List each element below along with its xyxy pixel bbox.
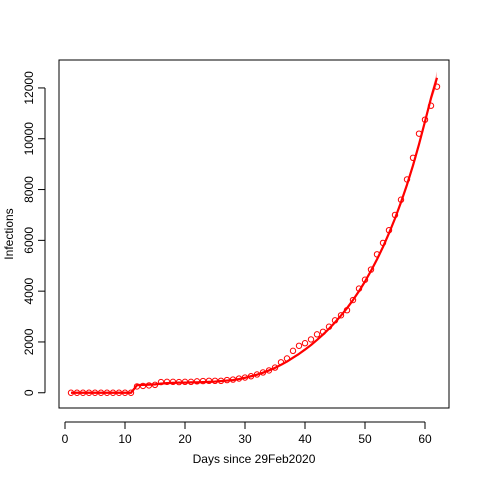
x-tick-label: 60: [418, 432, 432, 446]
x-axis-label: Days since 29Feb2020: [193, 452, 316, 466]
data-point: [103, 389, 111, 396]
data-point: [205, 377, 213, 385]
data-point: [307, 336, 315, 343]
data-point: [79, 389, 87, 396]
y-axis-label: Infections: [2, 208, 16, 259]
data-point: [229, 376, 237, 383]
data-point: [295, 342, 303, 349]
y-tick-label: 2000: [22, 328, 36, 355]
data-point: [91, 389, 99, 396]
x-tick-label: 20: [178, 432, 192, 446]
band-area: [71, 71, 437, 393]
data-point: [415, 130, 423, 137]
data-point: [313, 331, 321, 338]
data-point: [409, 154, 417, 162]
data-point: [343, 307, 351, 314]
x-tick-label: 50: [358, 432, 372, 446]
data-point: [331, 317, 339, 324]
fit-line: [71, 77, 439, 394]
data-point: [193, 378, 201, 385]
data-point: [373, 251, 381, 258]
data-point: [235, 375, 243, 382]
data-point: [211, 377, 219, 385]
data-point: [139, 382, 147, 390]
data-point: [277, 359, 285, 366]
y-tick-label: 10000: [22, 122, 36, 156]
data-point: [397, 196, 405, 203]
data-point: [115, 389, 123, 396]
plot-box: [58, 59, 450, 409]
y-tick-label: 0: [22, 389, 36, 396]
data-point: [283, 355, 291, 362]
data-point: [133, 383, 141, 390]
data-point: [169, 378, 177, 386]
data-point: [121, 389, 129, 396]
data-points: [67, 83, 441, 396]
data-point: [421, 116, 429, 123]
y-tick-label: 12000: [22, 71, 36, 105]
data-point: [319, 328, 327, 335]
data-point: [349, 296, 357, 304]
x-axis: 0 10 20 30 40 50 60: [62, 421, 432, 446]
data-point: [157, 378, 165, 386]
data-point: [175, 378, 183, 386]
data-point: [181, 378, 189, 386]
x-tick-label: 40: [298, 432, 312, 446]
data-point: [385, 226, 393, 234]
data-point: [151, 381, 159, 389]
data-point: [427, 102, 435, 109]
data-point: [67, 389, 75, 396]
fit-curve: [71, 77, 439, 394]
data-point: [271, 364, 279, 371]
x-tick-label: 30: [238, 432, 252, 446]
data-point: [253, 371, 261, 378]
data-point: [85, 389, 93, 396]
data-point: [265, 367, 273, 374]
x-tick-label: 0: [62, 432, 69, 446]
data-point: [301, 340, 309, 347]
data-point: [379, 239, 387, 247]
data-point: [145, 382, 153, 389]
data-point: [109, 389, 117, 396]
data-point: [259, 369, 267, 376]
data-point: [289, 347, 297, 355]
confidence-band: [71, 71, 437, 393]
data-point: [127, 389, 135, 396]
data-point: [367, 266, 375, 273]
y-axis: 0 2000 4000 6000 8000 10000 12000: [22, 71, 46, 396]
data-point: [391, 211, 399, 219]
data-point: [433, 83, 441, 90]
y-tick-label: 8000: [22, 176, 36, 203]
data-point: [163, 378, 171, 386]
data-point: [403, 176, 411, 183]
data-point: [73, 389, 81, 396]
data-point: [187, 378, 195, 386]
data-point: [247, 373, 255, 380]
data-point: [217, 377, 225, 385]
data-point: [361, 276, 369, 283]
y-tick-label: 6000: [22, 227, 36, 254]
x-tick-label: 10: [118, 432, 132, 446]
y-tick-label: 4000: [22, 277, 36, 304]
data-point: [97, 389, 105, 396]
data-point: [337, 312, 345, 319]
data-point: [355, 285, 363, 292]
data-point: [325, 323, 333, 330]
data-point: [223, 376, 231, 384]
data-point: [241, 374, 249, 381]
data-point: [199, 377, 207, 385]
